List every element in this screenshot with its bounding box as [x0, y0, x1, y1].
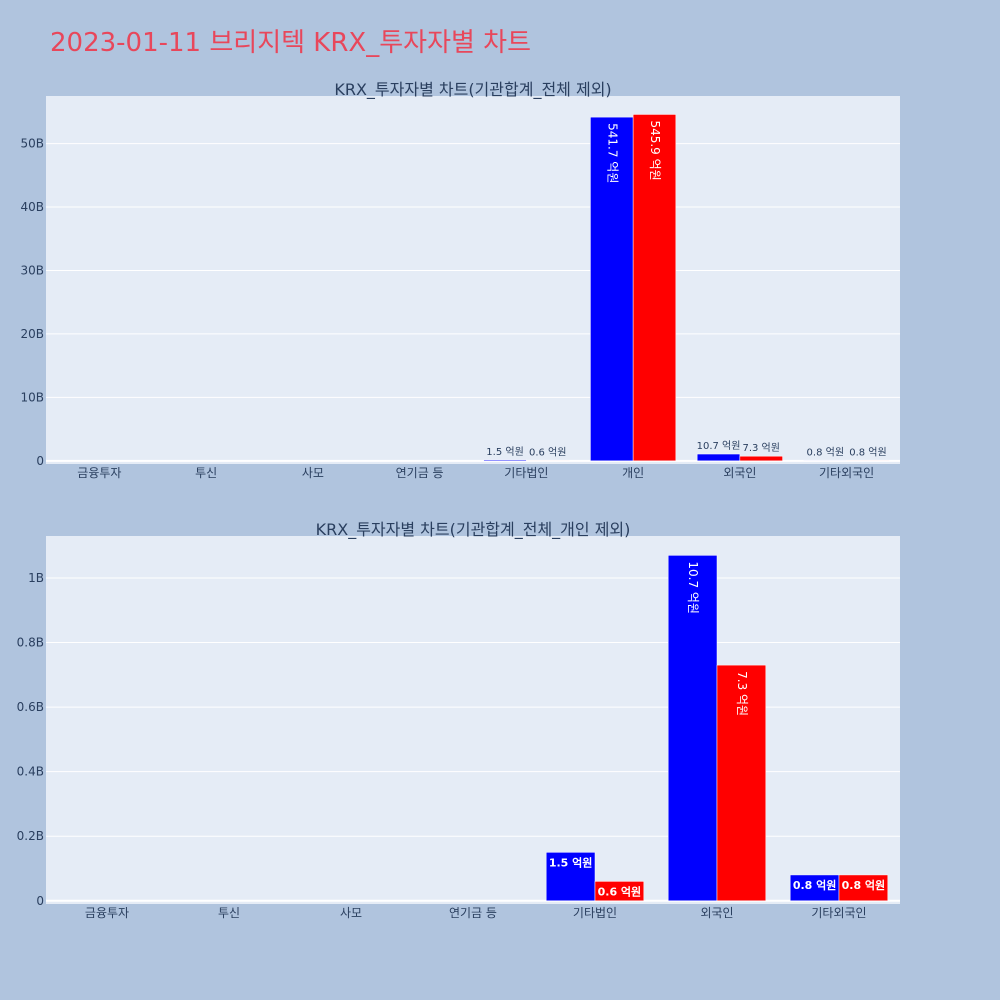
y-tick-label: 0 [36, 454, 44, 468]
plot-area [46, 96, 900, 464]
page-title: 2023-01-11 브리지텍 KRX_투자자별 차트 [50, 28, 532, 58]
y-tick-label: 1B [28, 571, 44, 585]
data-label: 7.3 억원 [742, 442, 779, 454]
y-tick-label: 0 [36, 894, 44, 908]
x-tick-label: 기타외국인 [811, 906, 866, 920]
data-label: 0.8 억원 [793, 878, 837, 892]
bar [846, 460, 890, 462]
y-tick-label: 20B [20, 327, 44, 341]
data-label: 545.9 억원 [648, 120, 662, 180]
x-tick-label: 외국인 [700, 906, 733, 920]
data-label: 0.6 억원 [529, 446, 566, 458]
plot-area [46, 536, 900, 904]
chart-title: KRX_투자자별 차트(기관합계_전체 제외) [334, 80, 611, 100]
y-tick-label: 50B [20, 137, 44, 151]
y-tick-label: 0.6B [17, 700, 44, 714]
x-tick-label: 외국인 [723, 466, 756, 480]
x-tick-label: 기타법인 [573, 906, 617, 920]
bar [483, 459, 527, 462]
x-tick-label: 개인 [622, 466, 644, 480]
data-label: 7.3 억원 [735, 671, 749, 716]
x-tick-label: 금융투자 [77, 466, 121, 480]
x-tick-label: 금융투자 [85, 906, 129, 920]
x-tick-label: 투신 [218, 906, 240, 920]
x-tick-label: 기타법인 [504, 466, 548, 480]
bar [739, 455, 783, 462]
data-label: 541.7 억원 [605, 123, 619, 183]
bar [667, 555, 718, 902]
x-tick-label: 사모 [302, 466, 324, 480]
y-tick-label: 0.2B [17, 829, 44, 843]
bar [838, 874, 889, 902]
bar [696, 453, 741, 462]
data-label: 0.8 억원 [842, 878, 886, 892]
data-label: 1.5 억원 [549, 855, 593, 869]
bar [803, 460, 847, 462]
bar [594, 881, 645, 902]
data-label: 0.8 억원 [807, 446, 844, 458]
chart-title: KRX_투자자별 차트(기관합계_전체_개인 제외) [316, 520, 631, 540]
data-label: 1.5 억원 [486, 446, 523, 458]
x-tick-label: 연기금 등 [396, 466, 444, 480]
x-tick-label: 기타외국인 [819, 466, 874, 480]
chart-2: 0 0.2B 0.4B 0.6B 0.8B 1B KRX_투자자별 차트(기관합계_전체_개… [17, 520, 900, 920]
x-tick-label: 사모 [340, 906, 362, 920]
y-tick-label: 0.8B [17, 636, 44, 650]
y-tick-label: 40B [20, 200, 44, 214]
data-label: 0.6 억원 [598, 884, 642, 898]
bar [789, 874, 840, 902]
y-tick-label: 0.4B [17, 765, 44, 779]
bar [632, 114, 677, 462]
chart-1: 0 10B 20B 30B 40B 50B KRX_투자자별 차트(기관합계_전체 제외) 금… [20, 80, 900, 480]
data-label: 10.7 억원 [686, 561, 700, 614]
x-tick-label: 투신 [195, 466, 217, 480]
bar [716, 664, 767, 902]
bar [545, 852, 596, 902]
y-tick-label: 30B [20, 263, 44, 277]
data-label: 10.7 억원 [697, 440, 741, 452]
y-tick-label: 10B [20, 390, 44, 404]
x-tick-label: 연기금 등 [449, 906, 497, 920]
data-label: 0.8 억원 [849, 446, 886, 458]
